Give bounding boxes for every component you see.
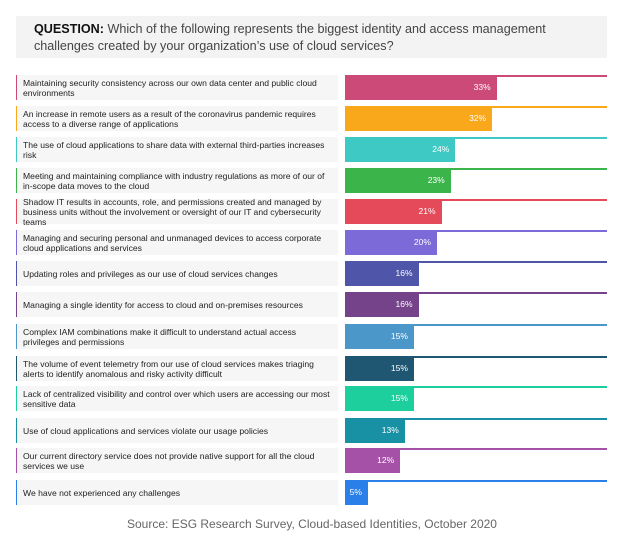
- bar: 20%: [345, 230, 437, 255]
- category-label: The use of cloud applications to share d…: [16, 137, 338, 162]
- data-label: 20%: [413, 237, 431, 247]
- category-label: Meeting and maintaining compliance with …: [16, 168, 338, 193]
- chart-row: The use of cloud applications to share d…: [16, 137, 607, 162]
- data-label: 13%: [381, 425, 399, 435]
- category-label: We have not experienced any challenges: [16, 480, 338, 505]
- bar: 23%: [345, 168, 451, 193]
- chart-row: Meeting and maintaining compliance with …: [16, 168, 607, 193]
- bar: 15%: [345, 386, 414, 411]
- bar: 16%: [345, 292, 419, 317]
- row-top-line: [345, 168, 607, 170]
- category-label: Complex IAM combinations make it difficu…: [16, 324, 338, 349]
- bar: 24%: [345, 137, 456, 162]
- category-label: Managing a single identity for access to…: [16, 292, 338, 317]
- source-note: Source: ESG Research Survey, Cloud-based…: [127, 517, 497, 531]
- data-label: 15%: [390, 363, 408, 373]
- row-top-line: [345, 199, 607, 201]
- chart-row: An increase in remote users as a result …: [16, 106, 607, 131]
- category-label: Updating roles and privileges as our use…: [16, 261, 338, 286]
- data-label: 15%: [390, 331, 408, 341]
- bar: 12%: [345, 448, 401, 473]
- row-top-line: [345, 418, 607, 420]
- chart-row: We have not experienced any challenges 5…: [16, 480, 607, 505]
- row-top-line: [345, 230, 607, 232]
- chart-row: The volume of event telemetry from our u…: [16, 356, 607, 381]
- category-label: The volume of event telemetry from our u…: [16, 356, 338, 381]
- data-label: 21%: [418, 206, 436, 216]
- data-label: 16%: [395, 268, 413, 278]
- category-label: Shadow IT results in accounts, role, and…: [16, 197, 338, 227]
- row-top-line: [345, 137, 607, 139]
- bar: 15%: [345, 324, 414, 349]
- question-text: Which of the following represents the bi…: [34, 22, 546, 53]
- bar: 13%: [345, 418, 405, 443]
- chart-row: Lack of centralized visibility and contr…: [16, 386, 607, 411]
- bar: 21%: [345, 199, 442, 224]
- chart-row: Maintaining security consistency across …: [16, 75, 607, 100]
- bar: 33%: [345, 75, 497, 100]
- data-label: 23%: [427, 175, 445, 185]
- chart-row: Managing and securing personal and unman…: [16, 230, 607, 255]
- data-label: 32%: [469, 113, 487, 123]
- row-top-line: [345, 480, 607, 482]
- row-top-line: [345, 386, 607, 388]
- chart-row: Use of cloud applications and services v…: [16, 418, 607, 443]
- category-label: Lack of centralized visibility and contr…: [16, 386, 338, 411]
- chart-row: Managing a single identity for access to…: [16, 292, 607, 317]
- data-label: 24%: [432, 144, 450, 154]
- row-top-line: [345, 356, 607, 358]
- category-label: Maintaining security consistency across …: [16, 75, 338, 100]
- data-label: 12%: [377, 455, 395, 465]
- row-top-line: [345, 261, 607, 263]
- category-label: An increase in remote users as a result …: [16, 106, 338, 131]
- data-label: 15%: [390, 393, 408, 403]
- category-label: Managing and securing personal and unman…: [16, 230, 338, 255]
- bar: 16%: [345, 261, 419, 286]
- chart-row: Our current directory service does not p…: [16, 448, 607, 473]
- chart-row: Complex IAM combinations make it difficu…: [16, 324, 607, 349]
- category-label: Our current directory service does not p…: [16, 448, 338, 473]
- category-label: Use of cloud applications and services v…: [16, 418, 338, 443]
- bar: 5%: [345, 480, 368, 505]
- bar: 15%: [345, 356, 414, 381]
- row-top-line: [345, 324, 607, 326]
- row-top-line: [345, 448, 607, 450]
- chart-row: Shadow IT results in accounts, role, and…: [16, 197, 607, 227]
- bar: 32%: [345, 106, 493, 131]
- question-box: QUESTION: Which of the following represe…: [16, 16, 607, 58]
- data-label: 33%: [473, 82, 491, 92]
- data-label: 5%: [349, 487, 362, 497]
- row-top-line: [345, 292, 607, 294]
- question-label: QUESTION:: [34, 22, 104, 36]
- chart-row: Updating roles and privileges as our use…: [16, 261, 607, 286]
- data-label: 16%: [395, 299, 413, 309]
